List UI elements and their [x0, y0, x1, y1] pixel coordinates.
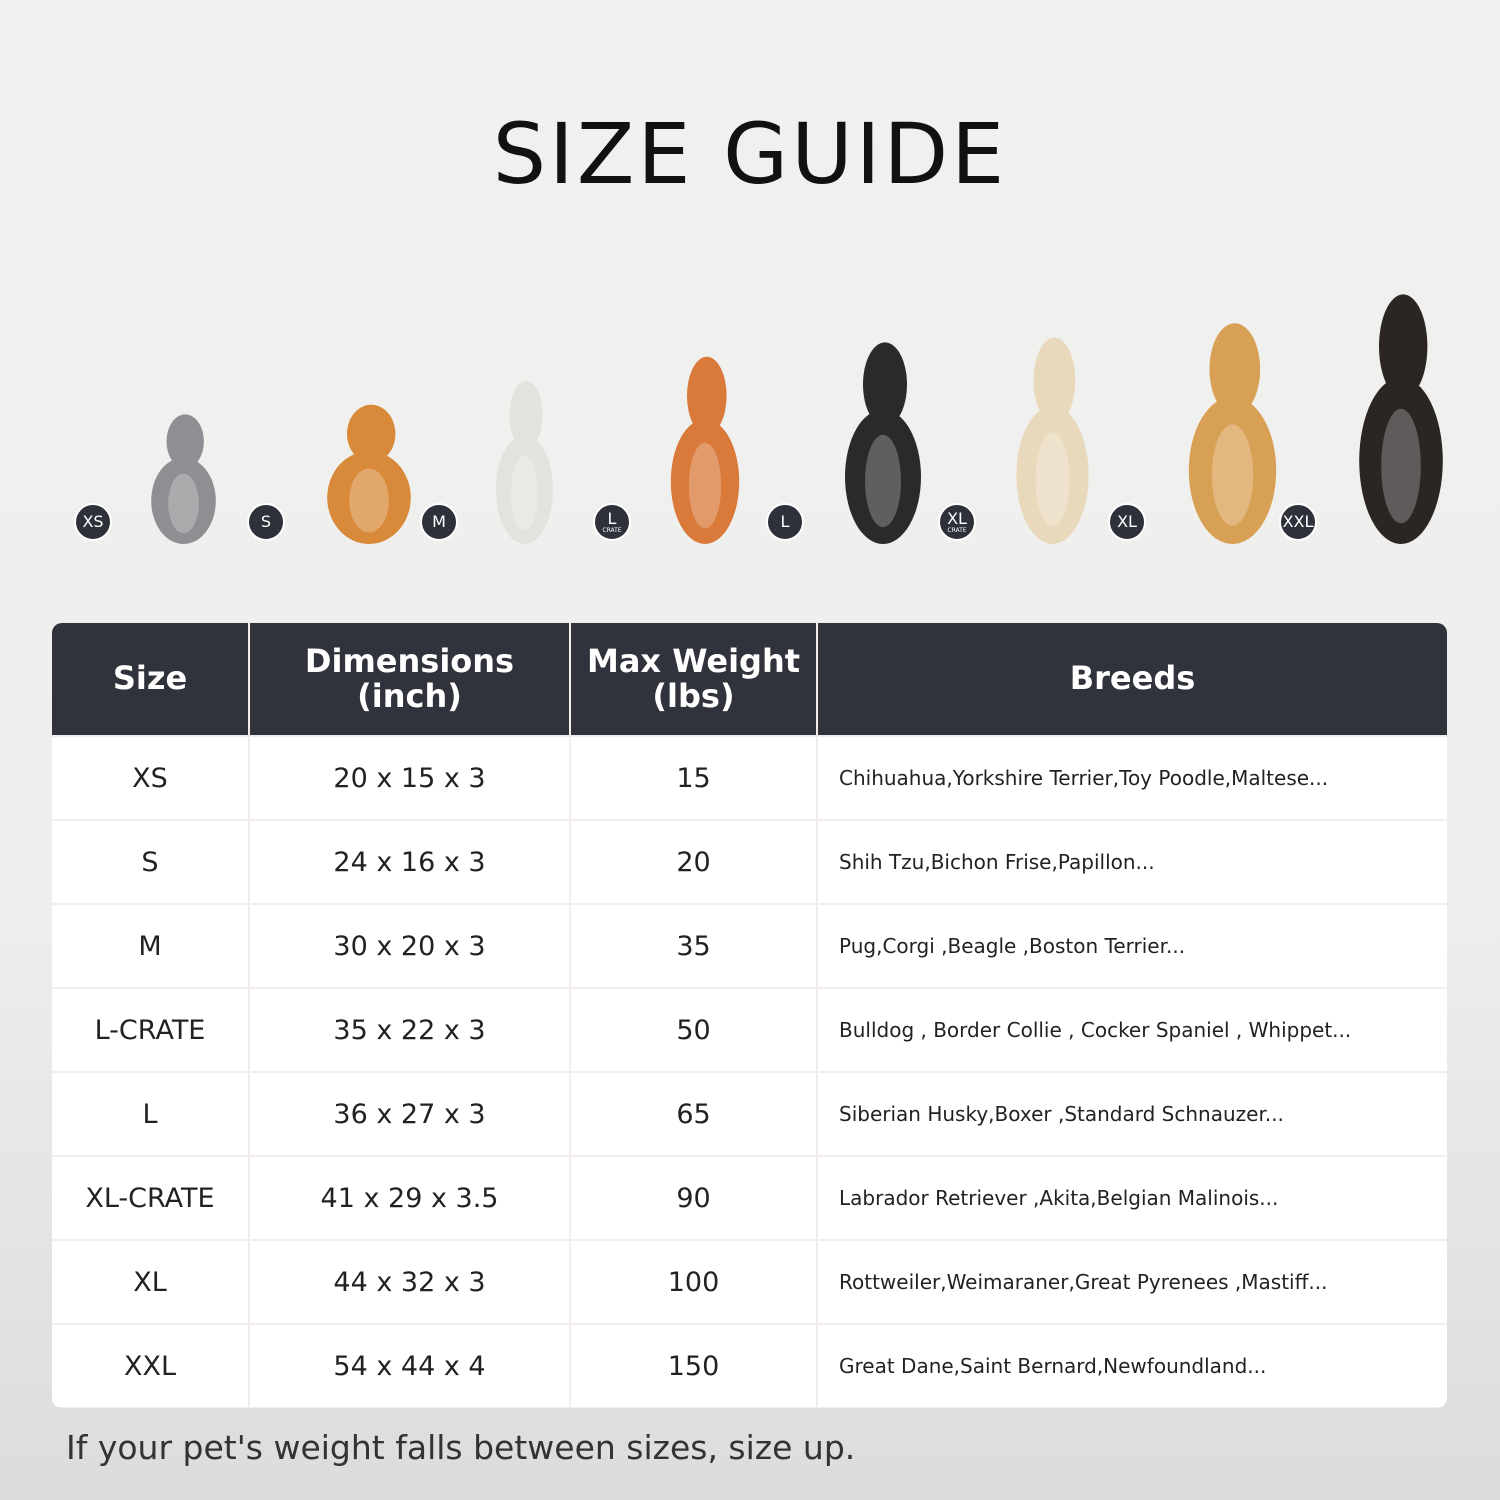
size-cell: L — [52, 1073, 248, 1155]
max-weight-cell: 20 — [571, 821, 816, 903]
labrador-image — [1005, 329, 1100, 544]
size-cell: M — [52, 905, 248, 987]
pomeranian-image — [314, 399, 424, 544]
max-weight-cell: 35 — [571, 905, 816, 987]
page-title: SIZE GUIDE — [492, 105, 1008, 203]
table-row: S 24 x 16 x 3 20 Shih Tzu,Bichon Frise,Papi… — [52, 821, 1447, 903]
breeds-cell: Labrador Retriever ,Akita,Belgian Malino… — [818, 1157, 1447, 1239]
dimensions-cell: 20 x 15 x 3 — [250, 737, 569, 819]
size-cell: XXL — [52, 1325, 248, 1407]
size-badge-label: XL — [1117, 512, 1137, 531]
size-badge: L CRATE — [593, 503, 631, 541]
table-row: XL 44 x 32 x 3 100 Rottweiler,Weimaraner,Gr… — [52, 1241, 1447, 1323]
table-row: XS 20 x 15 x 3 15 Chihuahua,Yorkshire Terri… — [52, 737, 1447, 819]
table-row: L 36 x 27 x 3 65 Siberian Husky,Boxer ,Stan… — [52, 1073, 1447, 1155]
table-row: XXL 54 x 44 x 4 150 Great Dane,Saint Bernar… — [52, 1325, 1447, 1407]
dimensions-cell: 54 x 44 x 4 — [250, 1325, 569, 1407]
max-weight-cell: 65 — [571, 1073, 816, 1155]
dimensions-cell: 36 x 27 x 3 — [250, 1073, 569, 1155]
table-row: L-CRATE 35 x 22 x 3 50 Bulldog , Border Col… — [52, 989, 1447, 1071]
size-badge-label: XS — [82, 512, 104, 531]
size-badge-label: S — [260, 512, 272, 531]
cat-image — [141, 409, 226, 544]
max-weight-cell: 100 — [571, 1241, 816, 1323]
sizing-note: If your pet's weight falls between sizes… — [66, 1428, 856, 1467]
breeds-cell: Siberian Husky,Boxer ,Standard Schnauzer… — [818, 1073, 1447, 1155]
size-cell: XL-CRATE — [52, 1157, 248, 1239]
size-badge: L — [766, 503, 804, 541]
size-badge: XXL — [1279, 503, 1317, 541]
size-badge: XS — [74, 503, 112, 541]
breeds-cell: Bulldog , Border Collie , Cocker Spaniel… — [818, 989, 1447, 1071]
size-badge-label: XL — [947, 508, 967, 528]
table-row: M 30 x 20 x 3 35 Pug,Corgi ,Beagle ,Boston … — [52, 905, 1447, 987]
column-header: Max Weight (lbs) — [571, 623, 816, 735]
max-weight-cell: 15 — [571, 737, 816, 819]
breeds-cell: Pug,Corgi ,Beagle ,Boston Terrier... — [818, 905, 1447, 987]
dimensions-cell: 35 x 22 x 3 — [250, 989, 569, 1071]
golden-retriever-image — [1175, 314, 1290, 544]
border-collie-image — [833, 334, 933, 544]
size-badge: S — [247, 503, 285, 541]
column-header: Dimensions (inch) — [250, 623, 569, 735]
table-row: XL-CRATE 41 x 29 x 3.5 90 Labrador Retrieve… — [52, 1157, 1447, 1239]
size-table: Size Dimensions (inch) Max Weight (lbs) Bre… — [52, 623, 1447, 1408]
size-badge-label: XXL — [1282, 512, 1314, 531]
size-cell: XL — [52, 1241, 248, 1323]
dimensions-cell: 24 x 16 x 3 — [250, 821, 569, 903]
dimensions-cell: 41 x 29 x 3.5 — [250, 1157, 569, 1239]
size-cell: S — [52, 821, 248, 903]
column-header: Size — [52, 623, 248, 735]
breeds-cell: Shih Tzu,Bichon Frise,Papillon... — [818, 821, 1447, 903]
dimensions-cell: 30 x 20 x 3 — [250, 905, 569, 987]
column-header: Breeds — [818, 623, 1447, 735]
doberman-image — [1346, 284, 1456, 544]
dimensions-cell: 44 x 32 x 3 — [250, 1241, 569, 1323]
breeds-cell: Chihuahua,Yorkshire Terrier,Toy Poodle,M… — [818, 737, 1447, 819]
size-badge-label: M — [432, 512, 446, 531]
size-badge-label: L — [780, 512, 790, 531]
breeds-cell: Great Dane,Saint Bernard,Newfoundland... — [818, 1325, 1447, 1407]
shiba-inu-image — [660, 349, 750, 544]
table-header: Size Dimensions (inch) Max Weight (lbs) Bre… — [52, 623, 1447, 735]
max-weight-cell: 50 — [571, 989, 816, 1071]
size-badge: XL — [1108, 503, 1146, 541]
size-badge: XL CRATE — [938, 503, 976, 541]
size-cell: L-CRATE — [52, 989, 248, 1071]
size-cell: XS — [52, 737, 248, 819]
max-weight-cell: 150 — [571, 1325, 816, 1407]
size-badge-sub: CRATE — [602, 526, 622, 534]
max-weight-cell: 90 — [571, 1157, 816, 1239]
size-badge-label: L — [607, 508, 617, 528]
size-badge: M — [420, 503, 458, 541]
pet-size-illustrations: XS S M L CRATE L XL CRATE XL XXL — [0, 280, 1500, 560]
french-bulldog-image — [487, 374, 562, 544]
size-badge-sub: CRATE — [947, 526, 967, 534]
breeds-cell: Rottweiler,Weimaraner,Great Pyrenees ,Ma… — [818, 1241, 1447, 1323]
